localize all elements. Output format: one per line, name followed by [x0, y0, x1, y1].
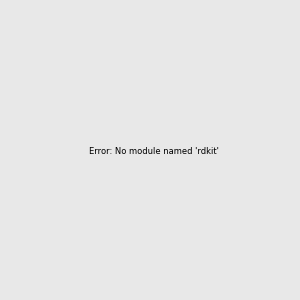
- Text: Error: No module named 'rdkit': Error: No module named 'rdkit': [89, 147, 219, 156]
